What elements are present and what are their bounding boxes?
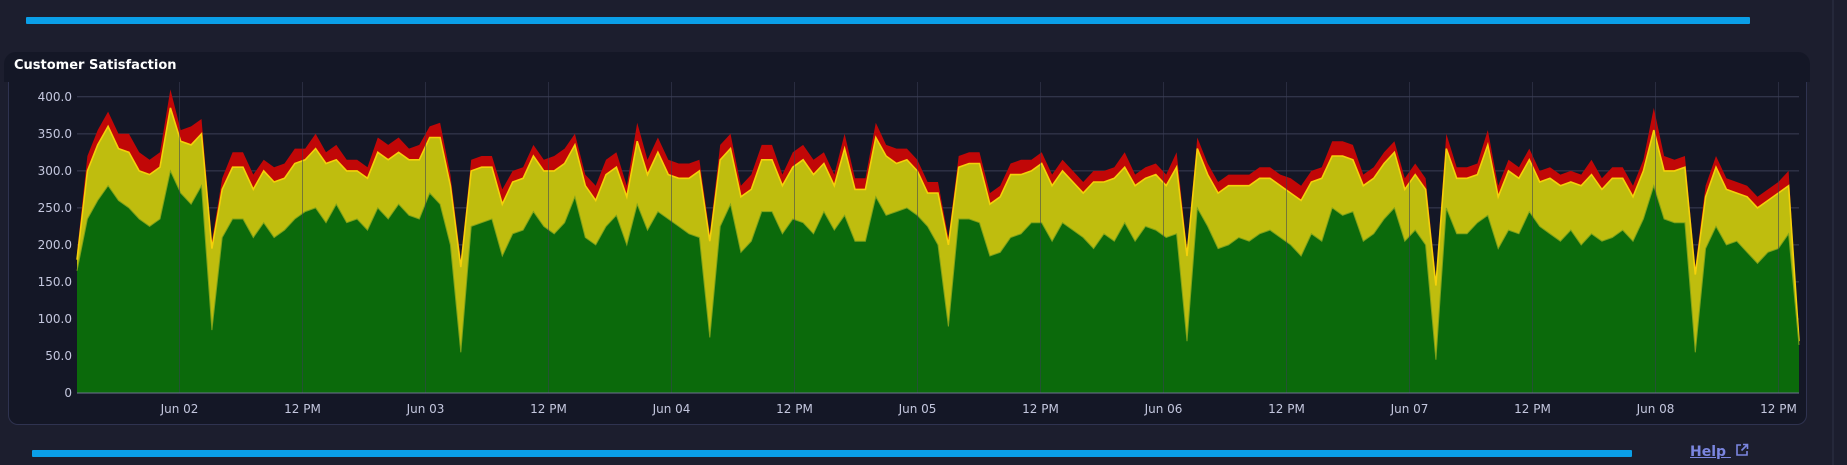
y-tick-label: 50.0 bbox=[45, 349, 72, 363]
y-tick-label: 400.0 bbox=[38, 90, 72, 104]
panel-title: Customer Satisfaction bbox=[14, 58, 177, 73]
x-tick-label: 12 PM bbox=[1760, 402, 1797, 416]
x-tick-label: Jun 05 bbox=[898, 402, 937, 416]
satisfaction-chart[interactable]: 0 50.0 100.0 150.0 200.0 250.0 300.0 350.0 400.0… bbox=[9, 82, 1806, 424]
tolerating-top-line bbox=[76, 107, 1800, 342]
area-satisfied bbox=[77, 170, 1799, 393]
x-tick-label: 12 PM bbox=[1268, 402, 1305, 416]
y-tick-label: 100.0 bbox=[38, 312, 72, 326]
y-tick-label: 150.0 bbox=[38, 275, 72, 289]
x-tick-label: Jun 02 bbox=[160, 402, 199, 416]
y-tick-label: 0 bbox=[64, 386, 72, 400]
help-link-label: Help bbox=[1690, 444, 1727, 460]
y-tick-label: 250.0 bbox=[38, 201, 72, 215]
x-tick-label: 12 PM bbox=[1022, 402, 1059, 416]
x-tick-label: 12 PM bbox=[776, 402, 813, 416]
x-tick-label: 12 PM bbox=[284, 402, 321, 416]
x-tick-label: Jun 04 bbox=[652, 402, 691, 416]
external-link-icon bbox=[1735, 443, 1749, 461]
right-edge-divider bbox=[1832, 0, 1834, 465]
x-tick-label: Jun 03 bbox=[406, 402, 445, 416]
bottom-progress-bar bbox=[32, 450, 1632, 457]
y-tick-label: 350.0 bbox=[38, 127, 72, 141]
x-tick-label: 12 PM bbox=[1514, 402, 1551, 416]
y-tick-label: 200.0 bbox=[38, 238, 72, 252]
x-tick-label: Jun 06 bbox=[1144, 402, 1183, 416]
top-progress-bar bbox=[26, 17, 1750, 24]
panel-header: Customer Satisfaction bbox=[4, 52, 1810, 82]
y-tick-label: 300.0 bbox=[38, 164, 72, 178]
x-tick-label: Jun 07 bbox=[1390, 402, 1429, 416]
help-link[interactable]: Help bbox=[1690, 443, 1749, 461]
x-tick-label: 12 PM bbox=[530, 402, 567, 416]
x-tick-label: Jun 08 bbox=[1636, 402, 1675, 416]
satisfied-top-line bbox=[76, 169, 1800, 360]
chart-container: 0 50.0 100.0 150.0 200.0 250.0 300.0 350.0 400.0… bbox=[8, 82, 1807, 425]
